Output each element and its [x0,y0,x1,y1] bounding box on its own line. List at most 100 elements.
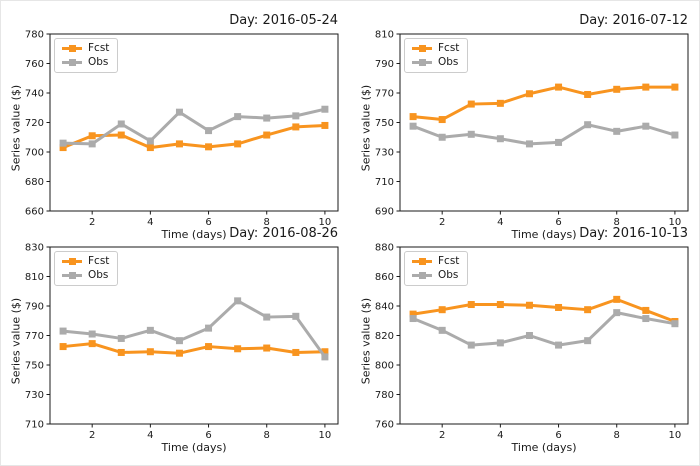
svg-text:4: 4 [147,217,153,228]
svg-text:660: 660 [25,207,44,218]
svg-text:720: 720 [25,118,44,129]
svg-text:6: 6 [205,217,211,228]
svg-text:10: 10 [319,217,332,228]
legend-label-obs: Obs [88,269,109,281]
chart-panel-2016-08-26: 2 4 6 8 10 710 730 750 770 790 810 830 Day: 2016-08… [1,226,351,465]
svg-text:790: 790 [375,59,394,70]
svg-text:4: 4 [147,430,153,441]
svg-text:800: 800 [375,361,394,372]
y-axis-label: Series value ($) [359,297,373,384]
svg-text:860: 860 [375,272,394,283]
x-axis-label: Time (days) [511,228,577,241]
chart-panel-2016-07-12: 2 4 6 8 10 690 710 730 750 770 790 810 Day: 2016-07… [351,1,699,241]
legend-item-fcst: Fcst [62,43,109,54]
legend-item-obs: Obs [62,57,109,68]
svg-text:4: 4 [497,217,503,228]
legend: Fcst Obs [404,38,469,73]
fcst-line-swatch [412,45,432,52]
svg-text:840: 840 [375,302,394,313]
svg-text:8: 8 [614,430,620,441]
svg-text:2: 2 [439,430,445,441]
obs-line-swatch [62,272,82,279]
svg-text:8: 8 [264,217,270,228]
svg-text:730: 730 [375,148,394,159]
obs-marker-icon [418,272,426,279]
svg-text:6: 6 [555,217,561,228]
obs-marker-icon [418,59,426,66]
fcst-line-swatch [412,258,432,265]
legend: Fcst Obs [404,251,469,286]
svg-text:770: 770 [375,89,394,100]
svg-text:8: 8 [264,430,270,441]
svg-text:2: 2 [89,217,95,228]
chart-panel-2016-05-24: 2 4 6 8 10 660 680 700 720 740 760 780 Day: 2016-05… [1,1,351,241]
legend-label-fcst: Fcst [438,255,460,267]
svg-text:6: 6 [205,430,211,441]
fcst-marker-icon [68,258,76,265]
obs-marker-icon [68,272,76,279]
x-axis-label: Time (days) [161,441,227,454]
svg-text:710: 710 [25,420,44,431]
svg-text:700: 700 [25,148,44,159]
legend-label-fcst: Fcst [438,42,460,54]
y-axis-label: Series value ($) [359,84,373,171]
y-axis-label: Series value ($) [9,84,23,171]
svg-text:4: 4 [497,430,503,441]
svg-text:810: 810 [25,272,44,283]
legend-item-obs: Obs [412,270,459,281]
svg-text:760: 760 [375,420,394,431]
plot-area: 2 4 6 8 10 660 680 700 720 740 760 780 [25,30,339,228]
svg-text:740: 740 [25,89,44,100]
svg-text:2: 2 [439,217,445,228]
chart-title: Day: 2016-10-13 [579,226,688,241]
legend: Fcst Obs [54,251,119,286]
svg-text:10: 10 [319,430,332,441]
svg-text:730: 730 [25,390,44,401]
legend-item-obs: Obs [412,57,459,68]
fcst-marker-icon [418,45,426,52]
legend-label-obs: Obs [438,56,459,68]
svg-text:8: 8 [614,217,620,228]
svg-text:10: 10 [669,430,682,441]
svg-text:6: 6 [555,430,561,441]
svg-text:760: 760 [25,59,44,70]
obs-line-swatch [62,59,82,66]
svg-text:690: 690 [375,207,394,218]
legend-label-fcst: Fcst [88,255,110,267]
legend-label-obs: Obs [88,56,109,68]
obs-marker-icon [68,59,76,66]
legend-item-obs: Obs [62,270,109,281]
obs-line-swatch [412,59,432,66]
svg-text:780: 780 [375,390,394,401]
legend-label-fcst: Fcst [88,42,110,54]
x-axis-label: Time (days) [511,441,577,454]
svg-text:810: 810 [375,30,394,41]
svg-text:750: 750 [375,118,394,129]
svg-text:680: 680 [25,177,44,188]
fcst-line-swatch [62,45,82,52]
svg-text:820: 820 [375,331,394,342]
svg-text:830: 830 [25,243,44,254]
legend-label-obs: Obs [438,269,459,281]
svg-text:790: 790 [25,302,44,313]
svg-text:10: 10 [669,217,682,228]
chart-title: Day: 2016-07-12 [579,13,688,28]
svg-text:2: 2 [89,430,95,441]
svg-text:770: 770 [25,331,44,342]
chart-title: Day: 2016-08-26 [229,226,338,241]
svg-text:710: 710 [375,177,394,188]
svg-text:880: 880 [375,243,394,254]
fcst-line-swatch [62,258,82,265]
fcst-marker-icon [418,258,426,265]
x-axis-label: Time (days) [161,228,227,241]
fcst-marker-icon [68,45,76,52]
y-axis-label: Series value ($) [9,297,23,384]
chart-title: Day: 2016-05-24 [229,13,338,28]
chart-panel-2016-10-13: 2 4 6 8 10 760 780 800 820 840 860 880 Day: 2016-10… [351,226,699,465]
legend-item-fcst: Fcst [412,43,459,54]
svg-text:750: 750 [25,361,44,372]
obs-line-swatch [412,272,432,279]
svg-text:780: 780 [25,30,44,41]
